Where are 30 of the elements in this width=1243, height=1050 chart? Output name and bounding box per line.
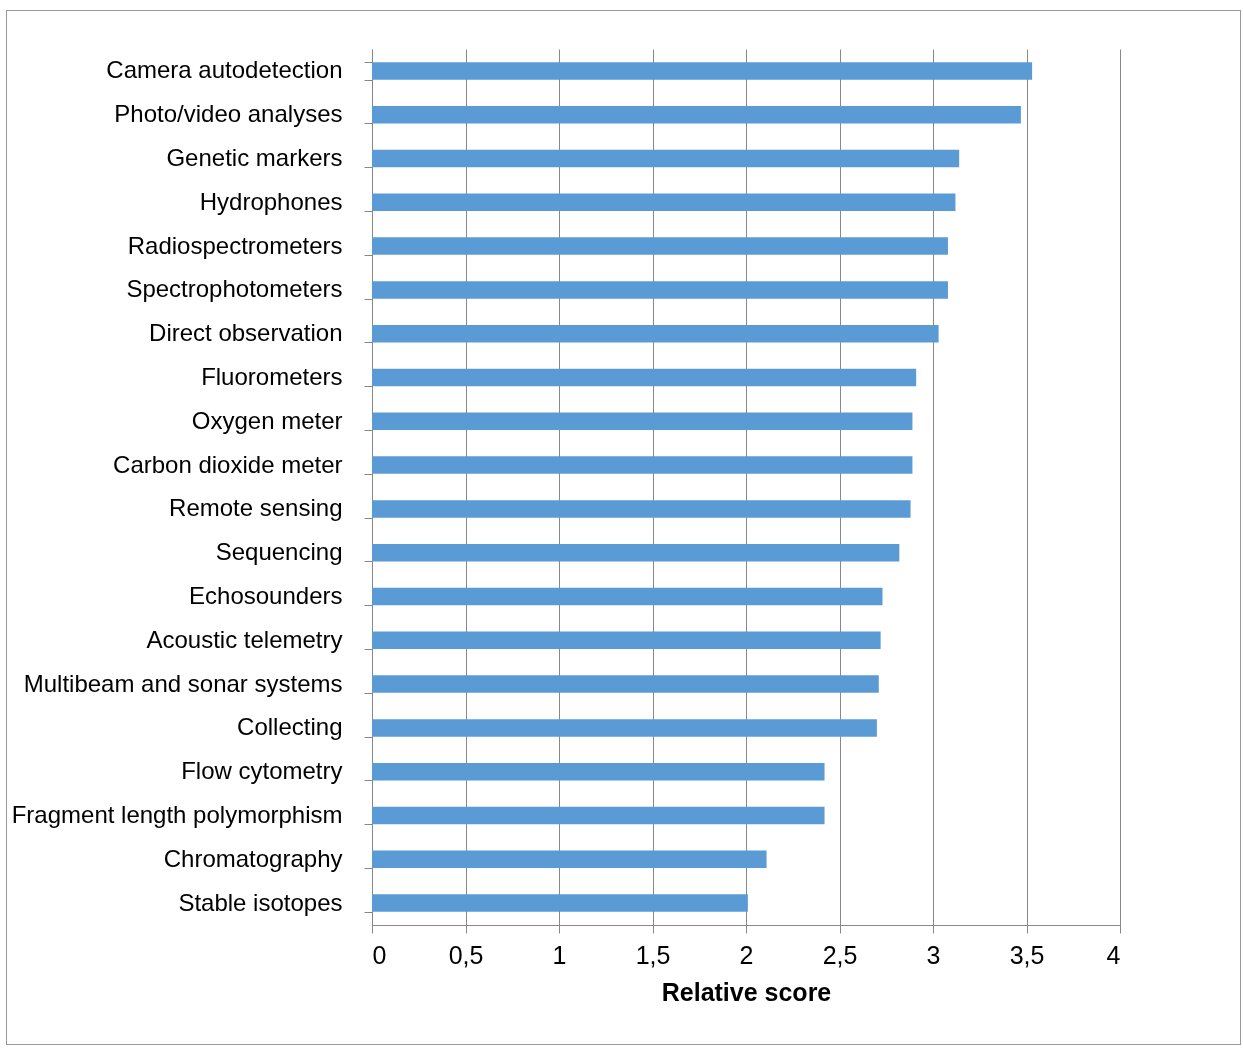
y-tick-label: Radiospectrometers [127,231,343,259]
y-tick-label: Sequencing [215,538,343,566]
y-tick-label: Stable isotopes [178,888,343,916]
x-tick-label: 3 [926,940,941,969]
y-tick-label: Acoustic telemetry [146,625,343,653]
x-tick-label: 3,5 [1009,940,1045,969]
x-tick-label: 1 [552,940,567,969]
y-tick-label: Collecting [237,713,343,741]
x-tick-label: 2,5 [822,940,858,969]
y-tick-label: Carbon dioxide meter [113,450,343,478]
x-tick-label: 2 [739,940,754,969]
y-tick-label: Fragment length polymorphism [11,801,343,828]
y-tick-label: Photo/video analyses [114,100,343,128]
y-tick-label: Chromatography [163,844,343,872]
x-axis-title: Relative score [661,977,832,1006]
y-tick-label: Spectrophotometers [126,275,343,303]
y-tick-label: Multibeam and sonar systems [23,669,343,697]
y-tick-label: Remote sensing [169,494,343,522]
y-tick-label: Echosounders [189,582,343,609]
y-tick-label: Direct observation [149,319,343,347]
y-tick-label: Genetic markers [166,144,343,171]
x-tick-label: 1,5 [635,940,671,969]
y-tick-label: Fluorometers [201,363,343,390]
x-tick-label: 0 [372,940,387,969]
y-tick-label: Flow cytometry [181,757,343,785]
x-tick-label: 0,5 [448,940,484,969]
y-tick-label: Camera autodetection [106,56,343,84]
x-tick-label: 4 [1106,940,1121,969]
y-tick-label: Hydrophones [199,187,343,215]
y-tick-label: Oxygen meter [191,406,343,434]
